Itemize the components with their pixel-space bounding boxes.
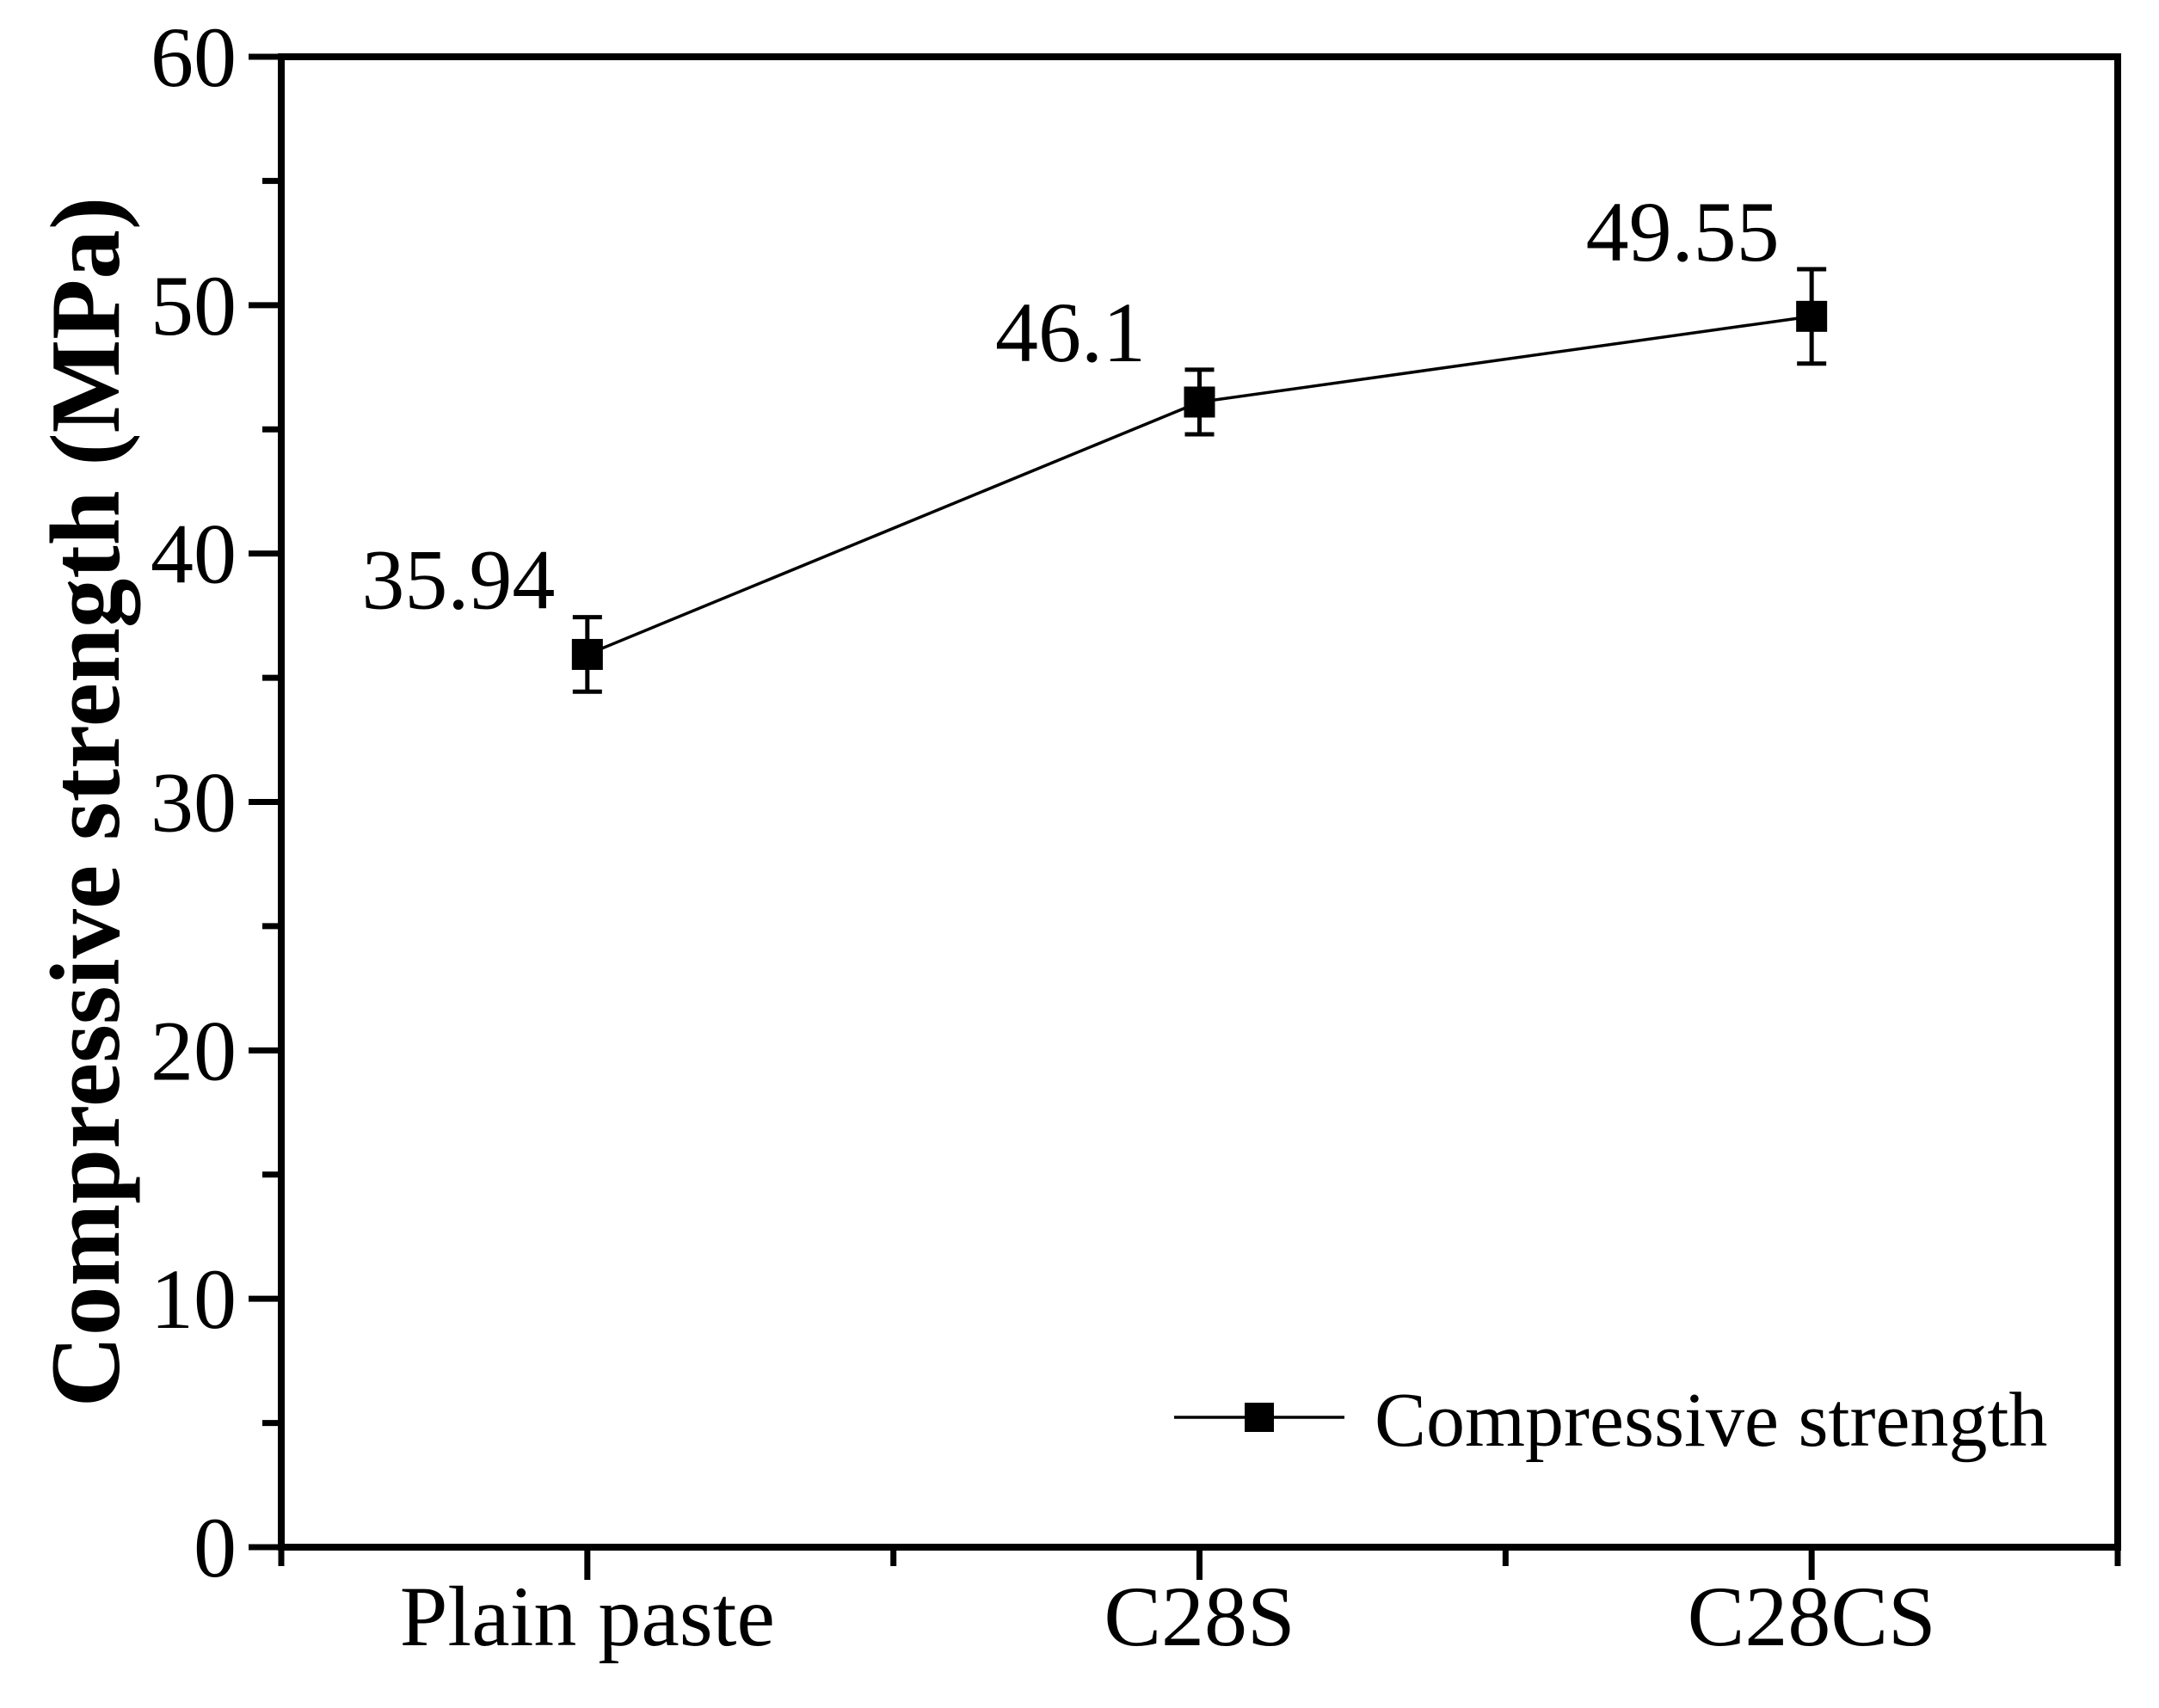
- data-point-value-label: 35.94: [361, 532, 555, 628]
- y-axis-tick-label: 10: [151, 1251, 237, 1347]
- legend-marker-square: [1245, 1403, 1274, 1432]
- data-point-marker: [571, 638, 603, 670]
- y-axis-tick-label: 0: [194, 1500, 237, 1595]
- y-axis-tick-label: 20: [151, 1003, 237, 1098]
- legend-entry-label: Compressive strength: [1375, 1378, 2047, 1463]
- data-point-value-label: 46.1: [995, 285, 1146, 380]
- y-axis-title: Compressive strength (MPa): [31, 197, 140, 1407]
- plot-border: [278, 53, 2121, 1551]
- x-axis-category-label: C28S: [1104, 1569, 1295, 1664]
- x-axis-category-label: Plain paste: [400, 1569, 775, 1664]
- x-axis-category-label: C28CS: [1688, 1569, 1936, 1664]
- y-axis-tick-label: 30: [151, 755, 237, 851]
- data-point-marker: [1184, 386, 1215, 418]
- y-axis-tick-label: 60: [151, 9, 237, 105]
- y-axis-tick-label: 50: [151, 258, 237, 353]
- data-point-value-label: 49.55: [1586, 184, 1780, 280]
- y-axis-tick-label: 40: [151, 507, 237, 602]
- data-point-marker: [1796, 300, 1828, 332]
